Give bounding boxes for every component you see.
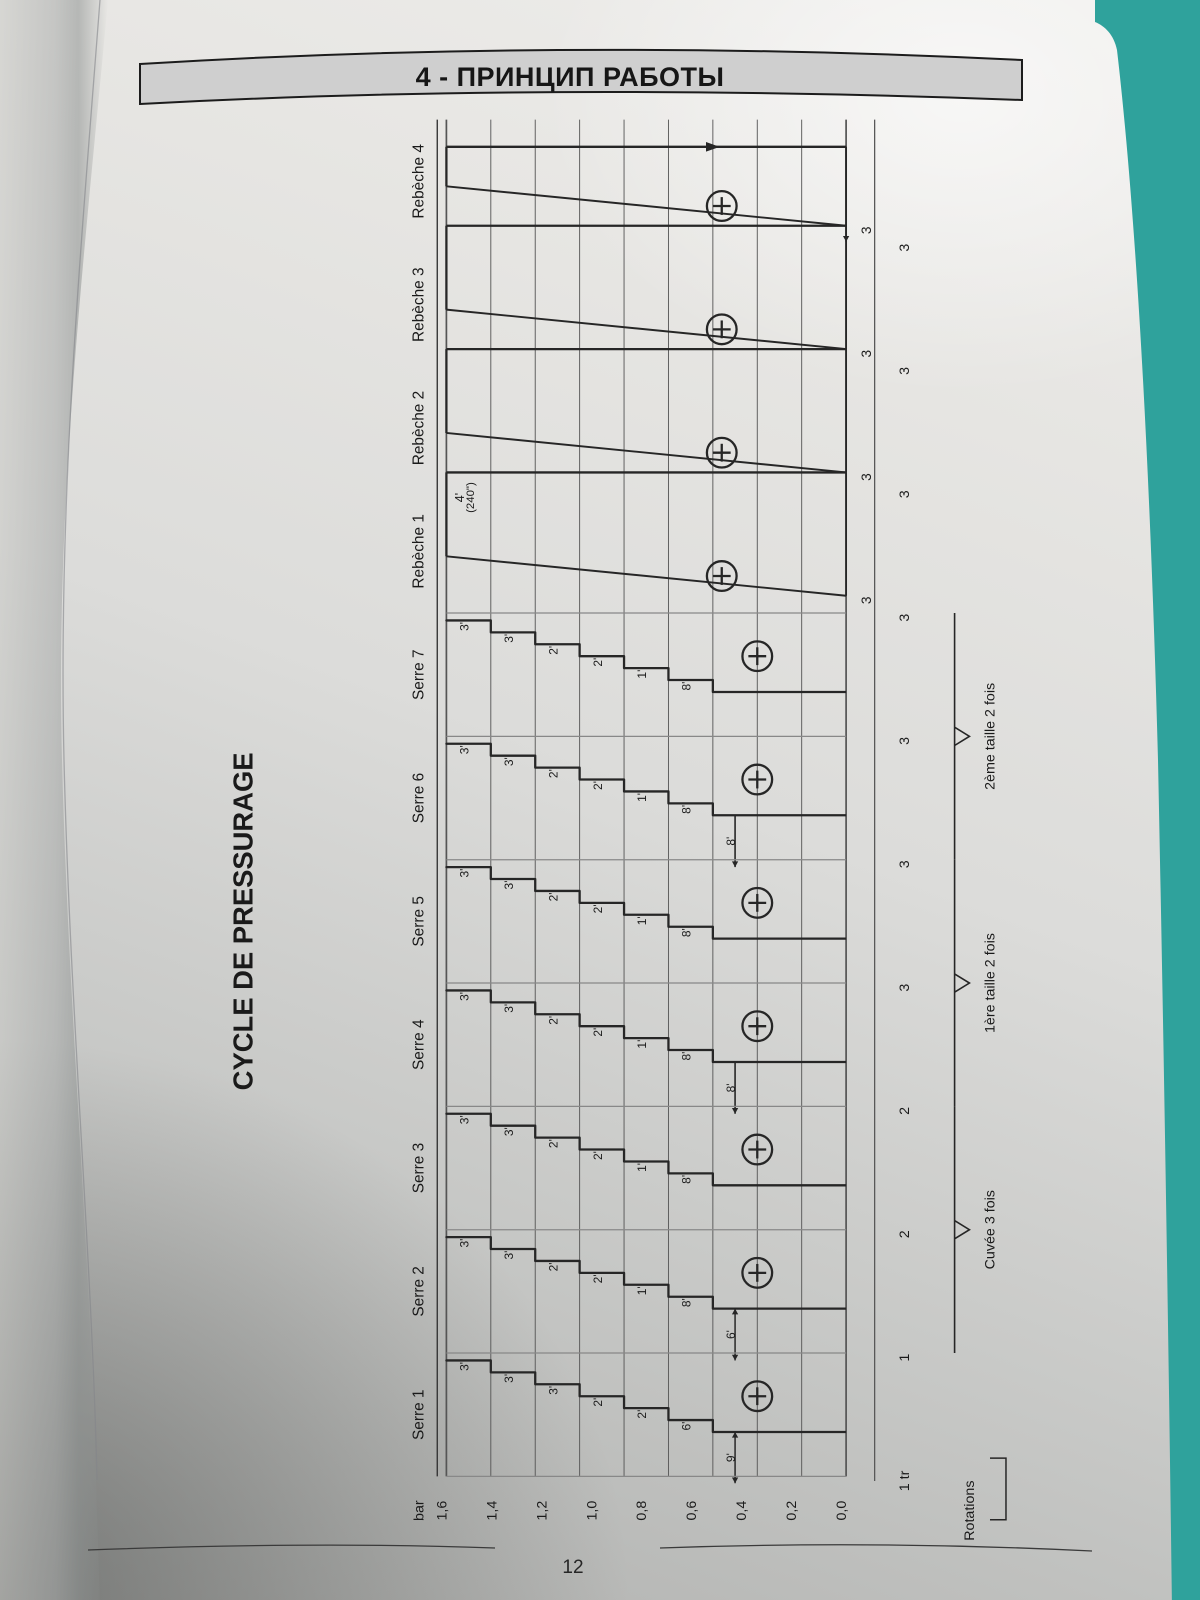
svg-text:3': 3'	[502, 1127, 516, 1136]
svg-text:3': 3'	[546, 1386, 560, 1395]
svg-text:3': 3'	[458, 1362, 472, 1371]
svg-text:3': 3'	[502, 1251, 516, 1260]
svg-text:Rebèche 2: Rebèche 2	[411, 391, 428, 466]
svg-text:Rebèche 3: Rebèche 3	[411, 267, 428, 342]
svg-text:1': 1'	[635, 670, 649, 679]
svg-text:2ème taille 2 fois: 2ème taille 2 fois	[983, 683, 999, 790]
svg-text:3: 3	[897, 244, 913, 252]
svg-text:6': 6'	[724, 1330, 738, 1339]
svg-text:2': 2'	[546, 1139, 560, 1148]
svg-text:3: 3	[897, 490, 913, 498]
svg-text:2': 2'	[635, 1410, 649, 1419]
svg-text:2': 2'	[591, 781, 605, 790]
svg-text:3': 3'	[502, 1374, 516, 1383]
svg-text:Rebèche 1: Rebèche 1	[411, 514, 428, 589]
svg-text:3': 3'	[502, 757, 516, 766]
svg-text:1': 1'	[635, 916, 649, 925]
svg-text:2': 2'	[546, 892, 560, 901]
svg-text:1 tr: 1 tr	[897, 1470, 913, 1491]
svg-text:Serre 4: Serre 4	[411, 1019, 428, 1070]
svg-text:Serre 6: Serre 6	[411, 773, 428, 824]
svg-text:3: 3	[859, 596, 874, 604]
svg-text:1,4: 1,4	[484, 1501, 500, 1521]
svg-text:8': 8'	[724, 837, 738, 846]
svg-text:9': 9'	[724, 1453, 738, 1462]
svg-text:8': 8'	[680, 682, 694, 691]
svg-text:Serre 5: Serre 5	[411, 896, 428, 947]
svg-text:3: 3	[897, 984, 913, 992]
svg-text:3': 3'	[502, 634, 516, 643]
svg-text:0,8: 0,8	[634, 1501, 650, 1521]
svg-text:1': 1'	[635, 1286, 649, 1295]
svg-text:3': 3'	[458, 992, 472, 1001]
svg-text:3: 3	[859, 226, 874, 234]
svg-text:1': 1'	[635, 1163, 649, 1172]
svg-text:1': 1'	[635, 1040, 649, 1049]
svg-text:2': 2'	[591, 1151, 605, 1160]
svg-text:3: 3	[897, 367, 913, 375]
svg-text:8': 8'	[680, 1175, 694, 1184]
svg-text:3': 3'	[458, 869, 472, 878]
svg-text:1ère taille 2 fois: 1ère taille 2 fois	[983, 933, 999, 1033]
svg-text:2': 2'	[591, 904, 605, 913]
svg-text:3': 3'	[458, 1115, 472, 1124]
svg-text:Rotations: Rotations	[962, 1480, 978, 1540]
svg-text:2': 2'	[591, 1274, 605, 1283]
svg-text:2': 2'	[591, 658, 605, 667]
svg-text:8': 8'	[680, 1298, 694, 1307]
svg-text:8': 8'	[724, 1083, 738, 1092]
svg-text:1: 1	[897, 1354, 913, 1362]
svg-text:0,2: 0,2	[784, 1501, 800, 1521]
svg-text:3: 3	[859, 473, 874, 481]
svg-text:1,6: 1,6	[434, 1501, 450, 1521]
svg-text:Rebèche 4: Rebèche 4	[411, 144, 428, 219]
svg-text:2': 2'	[546, 769, 560, 778]
svg-text:1': 1'	[635, 793, 649, 802]
svg-text:(240"): (240")	[465, 482, 477, 513]
svg-text:0,4: 0,4	[734, 1501, 750, 1521]
svg-text:2: 2	[897, 1107, 913, 1115]
svg-text:Serre 1: Serre 1	[411, 1389, 428, 1440]
svg-text:0,0: 0,0	[834, 1501, 850, 1521]
svg-text:1,2: 1,2	[534, 1501, 550, 1521]
svg-text:2': 2'	[591, 1028, 605, 1037]
svg-text:Serre 7: Serre 7	[411, 649, 428, 700]
svg-text:2: 2	[897, 1230, 913, 1238]
svg-text:3': 3'	[458, 1239, 472, 1248]
svg-text:Cuvée 3 fois: Cuvée 3 fois	[983, 1190, 999, 1269]
svg-text:3': 3'	[458, 745, 472, 754]
svg-text:2': 2'	[591, 1398, 605, 1407]
svg-text:3: 3	[897, 860, 913, 868]
svg-text:3': 3'	[458, 622, 472, 631]
svg-text:2': 2'	[546, 646, 560, 655]
svg-text:2': 2'	[546, 1262, 560, 1271]
svg-text:6': 6'	[680, 1422, 694, 1431]
svg-text:3': 3'	[502, 1004, 516, 1013]
svg-text:bar: bar	[412, 1500, 428, 1521]
svg-text:8': 8'	[680, 1052, 694, 1061]
svg-text:0,6: 0,6	[684, 1501, 700, 1521]
svg-text:8': 8'	[680, 805, 694, 814]
svg-text:3: 3	[859, 349, 874, 357]
svg-text:1,0: 1,0	[584, 1501, 600, 1521]
svg-text:CYCLE DE PRESSURAGE: CYCLE DE PRESSURAGE	[227, 752, 258, 1090]
svg-text:3': 3'	[502, 880, 516, 889]
svg-text:3: 3	[897, 614, 913, 622]
svg-text:3: 3	[897, 737, 913, 745]
svg-text:Serre 3: Serre 3	[411, 1143, 428, 1194]
svg-text:Serre 2: Serre 2	[411, 1266, 428, 1317]
svg-text:2': 2'	[546, 1016, 560, 1025]
svg-text:8': 8'	[680, 928, 694, 937]
